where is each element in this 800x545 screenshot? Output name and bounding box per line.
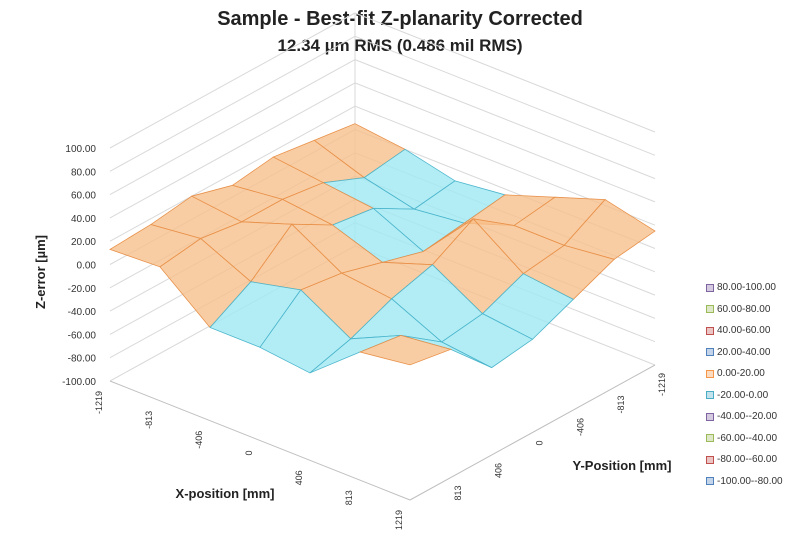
legend-label: 40.00-60.00 bbox=[717, 325, 771, 337]
legend-swatch bbox=[706, 305, 714, 314]
z-tick-label: 40.00 bbox=[71, 214, 96, 225]
legend-item: 60.00-80.00 bbox=[706, 299, 783, 321]
legend-label: 20.00-40.00 bbox=[717, 346, 771, 358]
x-tick-label: -406 bbox=[194, 431, 204, 449]
y-axis-title: Y-Position [mm] bbox=[573, 458, 672, 473]
legend-swatch bbox=[706, 412, 714, 421]
z-tick-label: 60.00 bbox=[71, 191, 96, 202]
legend-swatch bbox=[706, 348, 714, 357]
surface-face bbox=[358, 334, 453, 366]
y-tick-label: 0 bbox=[535, 441, 545, 446]
y-tick-label: -1219 bbox=[657, 373, 667, 396]
x-tick-label: 813 bbox=[344, 490, 354, 505]
z-tick-label: -60.00 bbox=[68, 330, 97, 341]
z-tick-label: 100.00 bbox=[65, 144, 96, 155]
x-tick-label: -1219 bbox=[94, 391, 104, 414]
gridline-wall-left bbox=[109, 105, 356, 242]
gridline-wall-left bbox=[109, 12, 356, 149]
legend-label: 0.00-20.00 bbox=[717, 368, 765, 380]
legend-label: -40.00--20.00 bbox=[717, 411, 778, 423]
legend-label: 60.00-80.00 bbox=[717, 303, 771, 315]
legend-label: -20.00-0.00 bbox=[717, 389, 769, 401]
legend-swatch bbox=[706, 391, 714, 400]
z-tick-label: -20.00 bbox=[68, 284, 97, 295]
legend-item: -20.00-0.00 bbox=[706, 385, 783, 407]
legend-swatch bbox=[706, 455, 714, 464]
legend-label: -60.00--40.00 bbox=[717, 432, 778, 444]
legend-item: 80.00-100.00 bbox=[706, 277, 783, 299]
gridline-wall-right bbox=[354, 35, 656, 156]
y-tick-label: 406 bbox=[494, 463, 504, 478]
legend-label: -100.00--80.00 bbox=[717, 475, 783, 487]
legend: 80.00-100.00 60.00-80.00 40.00-60.00 20.00-… bbox=[706, 277, 783, 492]
gridline-wall-left bbox=[109, 59, 356, 196]
gridline-wall-right bbox=[354, 12, 656, 133]
legend-item: 40.00-60.00 bbox=[706, 320, 783, 342]
z-tick-label: 20.00 bbox=[71, 237, 96, 248]
legend-swatch bbox=[706, 369, 714, 378]
legend-swatch bbox=[706, 434, 714, 443]
z-tick-label: -40.00 bbox=[68, 307, 97, 318]
legend-swatch bbox=[706, 283, 714, 292]
legend-swatch bbox=[706, 477, 714, 486]
legend-item: -60.00--40.00 bbox=[706, 428, 783, 450]
legend-swatch bbox=[706, 326, 714, 335]
x-tick-label: -813 bbox=[144, 411, 154, 429]
x-axis-title: X-position [mm] bbox=[176, 486, 275, 501]
z-tick-label: 80.00 bbox=[71, 167, 96, 178]
gridline-wall-left bbox=[109, 35, 356, 172]
y-tick-label: 813 bbox=[453, 486, 463, 501]
z-axis-title: Z-error [µm] bbox=[33, 235, 48, 309]
y-axis-line bbox=[409, 364, 656, 501]
x-tick-label: 1219 bbox=[394, 510, 404, 530]
legend-label: 80.00-100.00 bbox=[717, 282, 776, 294]
legend-item: -100.00--80.00 bbox=[706, 471, 783, 493]
y-tick-label: -406 bbox=[575, 418, 585, 436]
z-tick-label: 0.00 bbox=[77, 261, 97, 272]
z-tick-label: -100.00 bbox=[62, 377, 96, 388]
legend-label: -80.00--60.00 bbox=[717, 454, 778, 466]
z-tick-label: -80.00 bbox=[68, 354, 97, 365]
chart-title: Sample - Best-fit Z-planarity Corrected bbox=[217, 8, 583, 30]
y-tick-label: -813 bbox=[616, 395, 626, 413]
gridline-wall-right bbox=[354, 82, 656, 203]
x-tick-label: 406 bbox=[294, 470, 304, 485]
legend-item: 20.00-40.00 bbox=[706, 342, 783, 364]
legend-item: -80.00--60.00 bbox=[706, 449, 783, 471]
x-tick-label: 0 bbox=[244, 451, 254, 456]
gridline-wall-left bbox=[109, 82, 356, 219]
chart-subtitle: 12.34 µm RMS (0.486 mil RMS) bbox=[277, 36, 523, 55]
legend-item: 0.00-20.00 bbox=[706, 363, 783, 385]
x-axis-line bbox=[109, 380, 411, 501]
legend-item: -40.00--20.00 bbox=[706, 406, 783, 428]
gridline-wall-right bbox=[354, 59, 656, 180]
